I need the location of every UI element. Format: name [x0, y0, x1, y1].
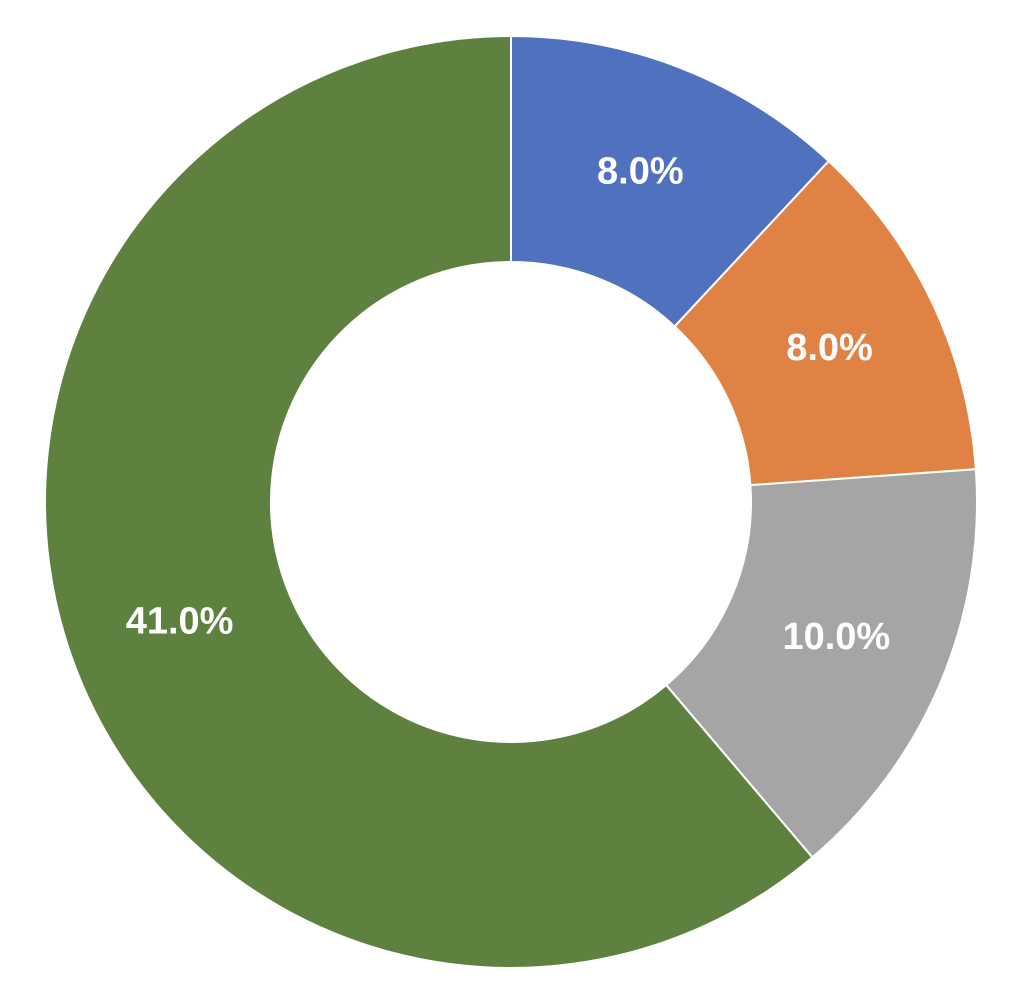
data-label: 10.0% — [782, 616, 890, 658]
donut-slice — [673, 159, 977, 487]
donut-slice — [510, 34, 831, 328]
donut-slice — [44, 34, 814, 969]
data-label: 8.0% — [597, 151, 684, 193]
data-label: 8.0% — [786, 327, 873, 369]
data-label: 41.0% — [126, 601, 234, 643]
donut-slice — [664, 468, 978, 859]
